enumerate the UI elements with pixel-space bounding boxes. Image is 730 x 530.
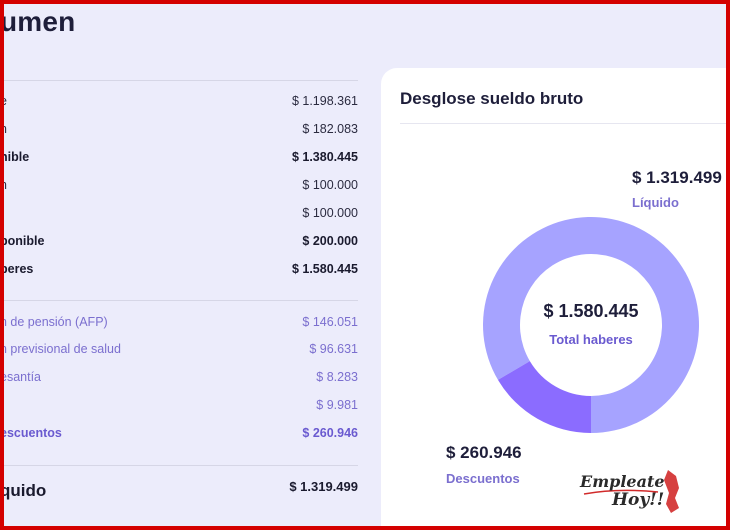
row-value: $ 1.580.445 [291, 262, 358, 276]
row-value: $ 182.083 [302, 122, 358, 136]
row-label: n de pensión (AFP) [0, 315, 108, 329]
card-title: Desglose sueldo bruto [400, 89, 584, 108]
divider [0, 465, 358, 466]
liquido-label: Líquido [632, 195, 679, 210]
row-label: ponible [0, 234, 45, 248]
row-value: $ 9.981 [316, 398, 358, 412]
row-value: $ 200.000 [302, 234, 358, 248]
summary-row-total-descuentos: escuentos $ 260.946 [0, 422, 358, 444]
row-label: n [0, 122, 7, 136]
row-label: escuentos [0, 426, 62, 440]
total-label: Total haberes [549, 332, 633, 347]
row-value: $ 1.319.499 [289, 479, 358, 494]
page-title: umen [0, 6, 76, 37]
divider [0, 300, 358, 301]
donut-chart [483, 217, 699, 433]
donut-slice-liquido [483, 217, 699, 433]
breakdown-card: Desglose sueldo bruto $ 1.319.499 Líquid… [381, 68, 730, 530]
row-label: n [0, 178, 7, 192]
row-value: $ 260.946 [302, 426, 358, 440]
summary-row-imponible: nible $ 1.380.445 [0, 146, 358, 168]
summary-panel: e $ 1.198.361 n $ 182.083 nible $ 1.380.… [0, 70, 362, 530]
summary-row-salud: n previsional de salud $ 96.631 [0, 338, 358, 360]
summary-row-liquido: quido $ 1.319.499 [0, 479, 358, 503]
summary-row-afp: n de pensión (AFP) $ 146.051 [0, 311, 358, 333]
row-value: $ 100.000 [302, 178, 358, 192]
row-value: $ 1.380.445 [291, 150, 358, 164]
descuentos-amount: $ 260.946 [446, 443, 522, 462]
row-label: e [0, 94, 7, 108]
summary-row-sueldo-base: e $ 1.198.361 [0, 90, 358, 112]
summary-row-no-imponible: ponible $ 200.000 [0, 230, 358, 252]
liquido-amount: $ 1.319.499 [632, 168, 722, 187]
logo-line1: Empleate [580, 472, 665, 491]
card-divider [400, 123, 730, 124]
row-label: n previsional de salud [0, 342, 121, 356]
logo-graphic [583, 470, 679, 513]
row-value: $ 146.051 [302, 315, 358, 329]
row-label: esantía [0, 370, 42, 384]
row-value: $ 8.283 [316, 370, 358, 384]
total-amount: $ 1.580.445 [543, 301, 639, 321]
summary-row-colacion: n $ 100.000 [0, 174, 358, 196]
summary-row-cesantia: esantía $ 8.283 [0, 366, 358, 388]
row-value: $ 1.198.361 [291, 94, 358, 108]
row-label: beres [0, 262, 34, 276]
row-label: quido [0, 481, 47, 500]
logo-line2: Hoy!! [612, 490, 665, 510]
donut-slice-descuentos [498, 361, 591, 433]
summary-row-movilizacion: $ 100.000 [0, 202, 358, 224]
summary-row-gratificacion: n $ 182.083 [0, 118, 358, 140]
divider [0, 80, 358, 81]
empleate-hoy-logo: Empleate Hoy!! [578, 466, 688, 516]
row-value: $ 96.631 [309, 342, 358, 356]
summary-row-impuesto: $ 9.981 [0, 394, 358, 416]
summary-row-total-haberes: beres $ 1.580.445 [0, 258, 358, 280]
row-value: $ 100.000 [302, 206, 358, 220]
row-label: nible [0, 150, 30, 164]
donut-slices [483, 217, 699, 433]
descuentos-label: Descuentos [446, 471, 520, 486]
